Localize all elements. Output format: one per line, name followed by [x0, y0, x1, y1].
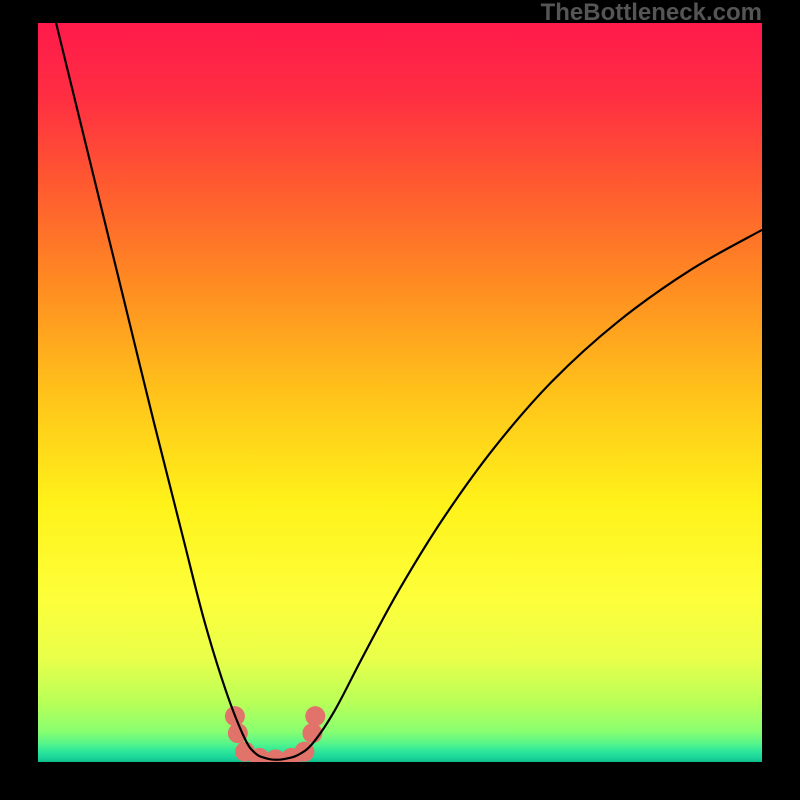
bottleneck-marker	[305, 706, 325, 726]
chart-svg	[38, 23, 762, 762]
watermark-text: TheBottleneck.com	[541, 0, 762, 27]
chart-plot-area	[38, 23, 762, 762]
